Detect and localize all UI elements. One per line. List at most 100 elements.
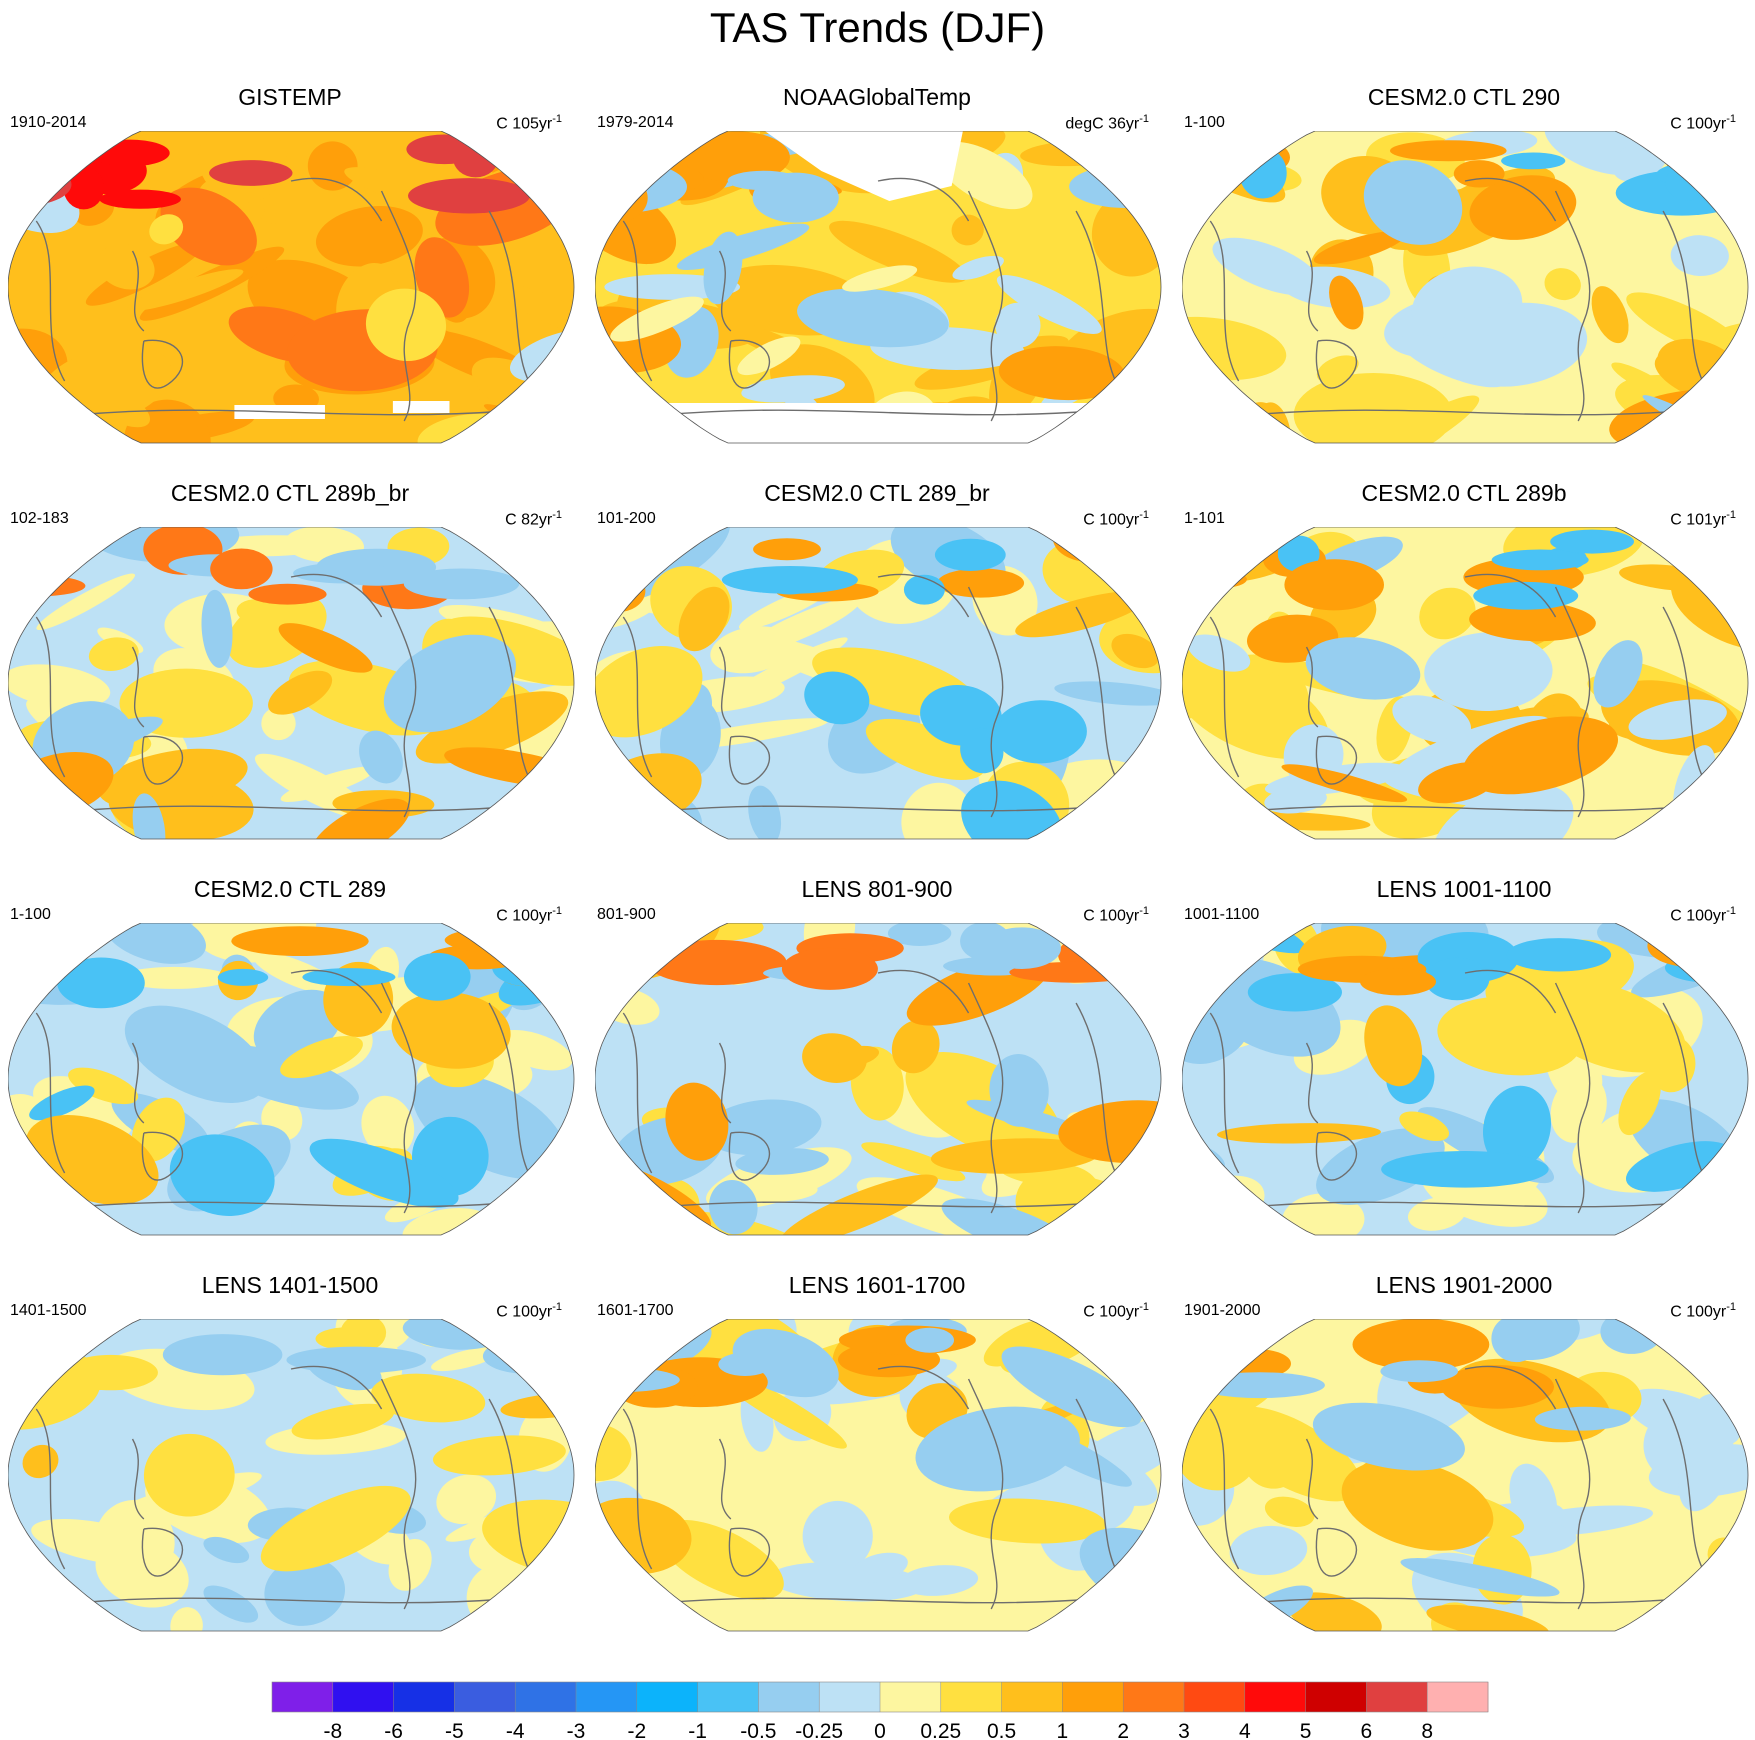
panel-units: C 100yr-1	[1083, 1301, 1149, 1321]
panel-units: C 100yr-1	[1670, 113, 1736, 133]
panel-period: 1-100	[1184, 114, 1225, 131]
trend-map	[595, 923, 1162, 1236]
trend-region	[1550, 1074, 1607, 1143]
trend-region	[831, 1045, 880, 1067]
trend-region	[951, 214, 984, 246]
trend-region	[1360, 968, 1436, 996]
panel-units: C 82yr-1	[505, 509, 562, 529]
coastline	[1464, 969, 1557, 1014]
coastline	[718, 646, 732, 728]
trend-region	[930, 1138, 1100, 1174]
trend-region	[513, 1331, 569, 1358]
coastline	[1554, 586, 1591, 818]
trend-region	[8, 556, 69, 578]
map-panel: CESM2.0 CTL 289b 1-101 C 101yr-1	[1174, 480, 1754, 875]
trend-region	[302, 968, 396, 987]
map-panel: CESM2.0 CTL 289b_br 102-183 C 82yr-1	[0, 480, 580, 875]
panel-title: CESM2.0 CTL 290	[1367, 84, 1561, 110]
coastline	[662, 1597, 1094, 1604]
trend-region	[132, 793, 166, 839]
colorbar-tick-label: 3	[1178, 1720, 1190, 1740]
map-panel: CESM2.0 CTL 290 1-100 C 100yr-1	[1174, 84, 1754, 479]
colorbar-tick-label: 4	[1239, 1720, 1251, 1740]
trend-region	[718, 637, 848, 706]
trend-region	[310, 798, 411, 839]
panel-period: 1-100	[10, 906, 51, 923]
trend-region	[1209, 1319, 1262, 1340]
trend-region	[252, 952, 344, 996]
trend-region	[1182, 316, 1287, 381]
trend-region	[748, 785, 782, 839]
trend-map	[8, 923, 575, 1236]
trend-region	[291, 1403, 395, 1440]
coastline	[718, 1042, 732, 1124]
trend-region	[1469, 175, 1577, 240]
trend-region	[1195, 1372, 1325, 1399]
trend-region	[149, 214, 184, 245]
coastline	[1209, 1012, 1240, 1174]
trend-map	[8, 1319, 575, 1632]
coastline	[1554, 1378, 1591, 1610]
trend-region	[1108, 1356, 1161, 1385]
trend-region	[1316, 1128, 1445, 1205]
trend-region	[94, 1500, 175, 1585]
panel-period: 1001-1100	[1184, 906, 1260, 923]
trend-region	[1287, 1592, 1382, 1631]
coastline	[290, 1365, 383, 1410]
map-outline	[8, 1319, 575, 1632]
coastline	[75, 1597, 507, 1604]
trend-region	[248, 583, 327, 605]
colorbar-tick-label: 5	[1300, 1720, 1312, 1740]
coastline	[877, 969, 970, 1014]
colorbar-swatch	[697, 1682, 759, 1712]
colorbar-swatch	[940, 1682, 1003, 1712]
trend-region	[525, 1319, 574, 1359]
trend-region	[982, 927, 1061, 969]
panel-units: C 100yr-1	[496, 905, 562, 925]
trend-region	[1015, 591, 1149, 638]
coastline	[1209, 1408, 1240, 1570]
trend-region	[665, 1082, 729, 1161]
map-panel: LENS 1401-1500 1401-1500 C 100yr-1	[0, 1272, 580, 1667]
panel-title: GISTEMP	[238, 84, 342, 110]
colorbar-tick-label: 2	[1117, 1720, 1129, 1740]
trend-region	[162, 1334, 283, 1376]
colorbar-swatch	[1123, 1682, 1185, 1712]
trend-region	[8, 664, 111, 708]
coastline	[35, 1408, 66, 1570]
coastline	[1209, 616, 1240, 778]
trend-region	[1284, 559, 1384, 611]
coastline	[1662, 606, 1709, 788]
trend-region	[1054, 681, 1161, 706]
trend-region	[595, 646, 703, 738]
trend-region	[1400, 1558, 1560, 1597]
colorbar-swatch	[1062, 1682, 1124, 1712]
missing-data-region	[595, 403, 1161, 443]
trend-region	[647, 530, 685, 556]
map-outline	[8, 131, 575, 444]
colorbar-swatch	[1244, 1682, 1307, 1712]
colorbar-tick-label: 6	[1361, 1720, 1373, 1740]
colorbar-swatch	[515, 1682, 577, 1712]
trend-region	[1182, 1359, 1226, 1395]
trend-region	[887, 923, 952, 946]
coastline	[622, 1012, 653, 1174]
panel-title: LENS 1401-1500	[201, 1272, 379, 1298]
trend-region	[1439, 302, 1588, 387]
trend-region	[365, 288, 447, 362]
trend-region	[124, 1005, 267, 1103]
colorbar-swatch	[819, 1682, 881, 1712]
trend-region	[948, 1498, 1107, 1544]
coastline	[35, 1012, 66, 1174]
colorbar-tick-label: -1	[688, 1720, 707, 1740]
trend-region	[752, 172, 839, 223]
coastline	[35, 616, 66, 778]
panel-period: 1401-1500	[10, 1302, 87, 1319]
trend-region	[1647, 1035, 1696, 1093]
coastline	[622, 1408, 653, 1570]
trend-region	[88, 637, 139, 671]
panel-title: CESM2.0 CTL 289b_br	[170, 480, 410, 506]
trend-region	[36, 573, 136, 631]
map-outline	[1182, 131, 1749, 444]
coastline	[75, 409, 507, 416]
